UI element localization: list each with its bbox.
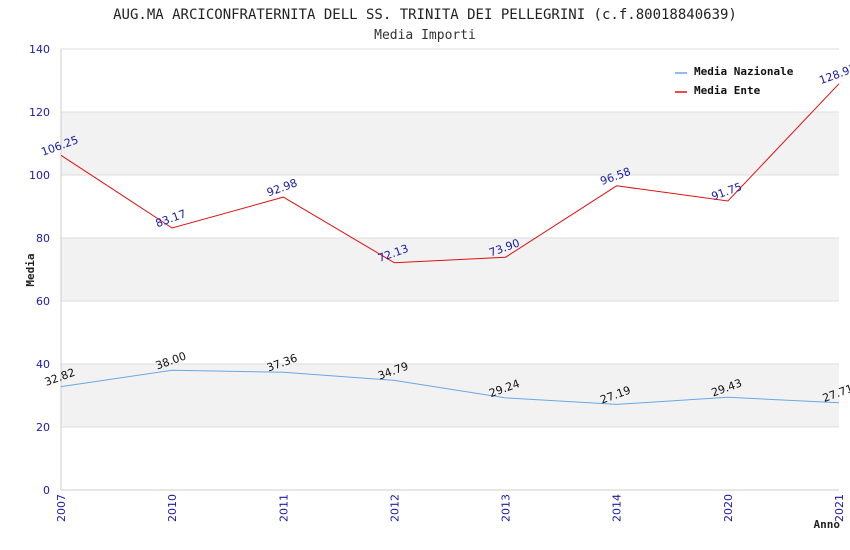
y-tick-label: 120 (29, 106, 50, 119)
plot-bands (61, 112, 839, 427)
x-tick-label-2010: 2010 (166, 494, 179, 522)
series-line-media-nazionale (60, 369, 840, 405)
x-axis-ticks: 2007 2010 2011 2012 2013 2014 2020 2021 (55, 494, 846, 522)
x-tick-label-2011: 2011 (277, 494, 290, 522)
series-line-media-ente (60, 83, 840, 264)
legend-item-media-ente: Media Ente (675, 84, 761, 97)
chart-title: AUG.MA ARCICONFRATERNITA DELL SS. TRINIT… (113, 7, 737, 23)
y-tick-label: 20 (36, 421, 50, 434)
y-tick-label: 80 (36, 232, 50, 245)
plot-band (61, 112, 839, 175)
gridlines (61, 48, 839, 428)
data-label-media-ente-2011: 92.98 (265, 176, 299, 199)
x-tick-label-2020: 2020 (722, 494, 735, 522)
legend-label-media-nazionale: Media Nazionale (694, 65, 794, 78)
data-label-media-ente-2021: 128.97 (817, 62, 850, 87)
x-axis-label: Anno (814, 518, 841, 531)
x-tick-label-2021: 2021 (833, 494, 846, 522)
series-lines (60, 83, 840, 405)
y-axis-ticks: 0 20 40 60 80 100 120 140 (29, 43, 50, 497)
x-tick-label-2013: 2013 (500, 494, 513, 522)
plot-band (61, 238, 839, 301)
y-axis-label: Media (24, 253, 37, 286)
x-tick-label-2012: 2012 (388, 494, 401, 522)
data-label-media-ente-2020: 91.75 (710, 180, 744, 203)
legend: Media Nazionale Media Ente (675, 65, 794, 97)
legend-label-media-ente: Media Ente (694, 84, 761, 97)
y-tick-label: 0 (43, 484, 50, 497)
y-tick-label: 140 (29, 43, 50, 56)
y-tick-label: 100 (29, 169, 50, 182)
legend-item-media-nazionale: Media Nazionale (675, 65, 794, 78)
x-tick-label-2014: 2014 (611, 494, 624, 522)
x-tick-label-2007: 2007 (55, 494, 68, 522)
y-tick-label: 40 (36, 358, 50, 371)
chart-subtitle: Media Importi (374, 28, 476, 43)
y-tick-label: 60 (36, 295, 50, 308)
plot-band (61, 364, 839, 427)
